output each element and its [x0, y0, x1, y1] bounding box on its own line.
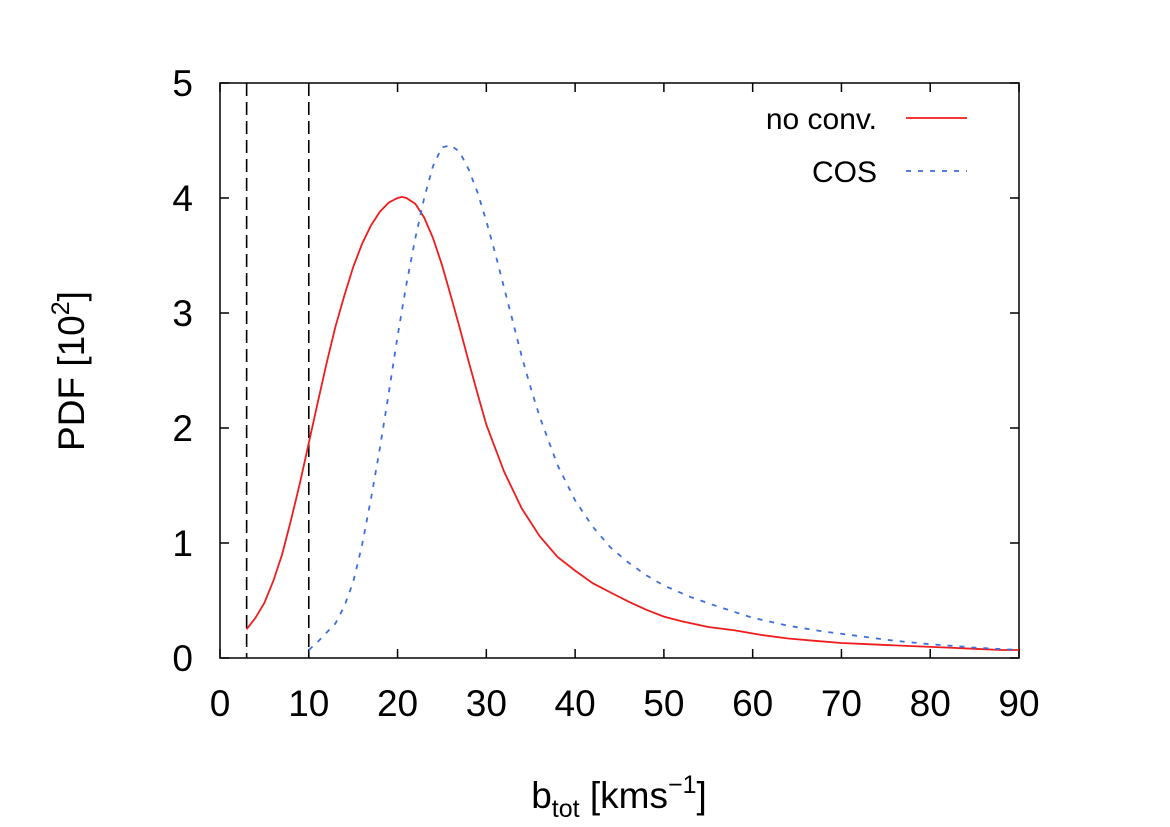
x-tick-label: 30 [466, 683, 507, 724]
x-tick-label: 60 [732, 683, 773, 724]
x-tick-label: 90 [998, 683, 1039, 724]
y-tick-label: 5 [172, 63, 193, 104]
legend: no conv. COS [766, 103, 967, 189]
y-tick-label: 2 [172, 408, 193, 449]
reference-lines [245, 83, 310, 658]
x-tick-label: 70 [821, 683, 862, 724]
x-axis-label-unit: [kms [580, 775, 668, 816]
axis-ticks: 0 10 20 30 40 50 60 70 80 90 0 1 2 3 4 5 [172, 63, 1039, 724]
y-tick-label: 4 [172, 178, 193, 219]
x-tick-label: 50 [643, 683, 684, 724]
x-tick-label: 40 [555, 683, 596, 724]
x-axis-label: btot [kms−1] [531, 771, 707, 823]
y-tick-label: 0 [172, 638, 193, 679]
legend-label: COS [812, 156, 877, 189]
x-tick-label: 0 [210, 683, 231, 724]
y-axis-label-superscript: 2 [47, 301, 75, 315]
series-line-1 [245, 195, 1019, 651]
legend-label: no conv. [766, 103, 877, 136]
x-tick-label: 10 [288, 683, 329, 724]
y-axis-label-text: PDF [10 [51, 315, 92, 451]
series-group [245, 144, 1020, 651]
plot-frame [219, 82, 1020, 659]
y-axis-label: PDF [102] [47, 291, 92, 451]
x-axis-label-superscript: −1 [668, 771, 697, 799]
y-tick-label: 3 [172, 293, 193, 334]
series-line-2 [308, 144, 1020, 651]
y-tick-label: 1 [172, 523, 193, 564]
x-axis-label-close: ] [697, 775, 707, 816]
x-tick-label: 20 [377, 683, 418, 724]
x-axis-label-base: b [531, 775, 552, 816]
x-tick-label: 80 [910, 683, 951, 724]
x-axis-label-subscript: tot [552, 795, 580, 823]
y-axis-label-close: ] [51, 291, 92, 301]
